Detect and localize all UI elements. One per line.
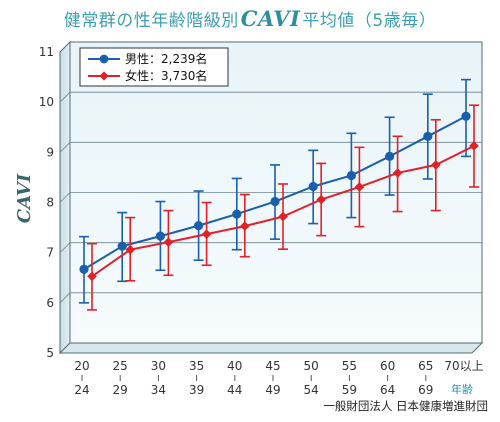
data-point-female [316,194,326,205]
data-point-male [117,241,127,251]
x-tick-label: 40 [227,359,242,373]
chart-title: 健常群の性年齢階級別CAVI 平均値（5歳毎） [0,6,500,31]
gridline-y-side [59,192,71,203]
x-tick-label: 50 [304,359,319,373]
gridline-y-side [59,91,71,103]
data-point-female [87,271,97,282]
data-point-male [385,151,395,161]
data-point-male [461,111,471,121]
gridline-y-side [59,242,71,253]
y-tick-label: 6 [46,296,54,310]
data-point-female [125,244,135,255]
y-tick-label: 8 [46,196,54,210]
data-point-female [201,229,212,239]
x-tick-label-sub: 44 [227,383,242,397]
data-point-male [232,209,242,219]
title-highlight: CAVI [240,6,301,31]
x-tick-label-sub: 59 [342,383,357,397]
y-axis-label: CAVI [14,173,35,223]
x-tick-label: 45 [265,359,280,373]
x-tick-label: 70以上 [444,359,483,373]
data-point-male [194,221,204,231]
plot-floor [58,342,484,354]
x-tick-label: 35 [189,359,204,373]
gridline-y-side [59,142,71,153]
x-tick-label: 30 [151,359,166,373]
legend-label-male: 男性：2,239名 [125,51,207,66]
data-point-male [155,231,165,241]
data-point-female [278,211,288,222]
gridline-y-side [59,292,71,304]
legend-marker-male [99,54,109,64]
credit-text: 一般財団法人 日本健康増進財団 [323,399,488,413]
title-suffix: 平均値（5歳毎） [302,11,437,31]
legend-marker-female [99,71,109,81]
x-tick-label: 65 [418,359,433,373]
data-point-female [431,160,441,170]
x-tick-label: 20 [74,359,89,373]
data-point-male [79,264,89,274]
data-point-male [308,181,318,192]
x-tick-label-sub: 49 [265,383,280,397]
data-point-female [469,141,479,151]
y-tick-label: 7 [46,246,54,260]
legend-label-female: 女性：3,730名 [125,68,207,83]
y-tick-label: 9 [46,145,54,159]
y-tick-label: 10 [39,95,54,109]
x-tick-label-sub: 39 [189,383,204,397]
data-point-male [270,196,280,207]
x-tick-label-sub: 64 [380,383,395,397]
y-tick-label: 5 [46,346,54,360]
x-axis-label: 年齢 [451,382,473,396]
data-point-male [346,170,356,181]
y-tick-label: 11 [39,45,54,59]
data-point-male [423,131,433,141]
data-point-female [354,182,365,192]
data-point-female [392,168,403,178]
x-tick-label-sub: 24 [74,383,89,397]
data-point-female [240,221,250,231]
x-tick-label-sub: 54 [304,383,319,397]
x-tick-label-sub: 29 [113,383,128,397]
x-tick-label-sub: 34 [151,383,166,397]
x-tick-label: 55 [342,359,357,373]
x-tick-label: 25 [113,359,128,373]
x-tick-label-sub: 69 [418,383,433,397]
data-point-female [163,237,174,247]
title-prefix: 健常群の性年齢階級別 [63,11,239,31]
x-tick-label: 60 [380,359,395,373]
